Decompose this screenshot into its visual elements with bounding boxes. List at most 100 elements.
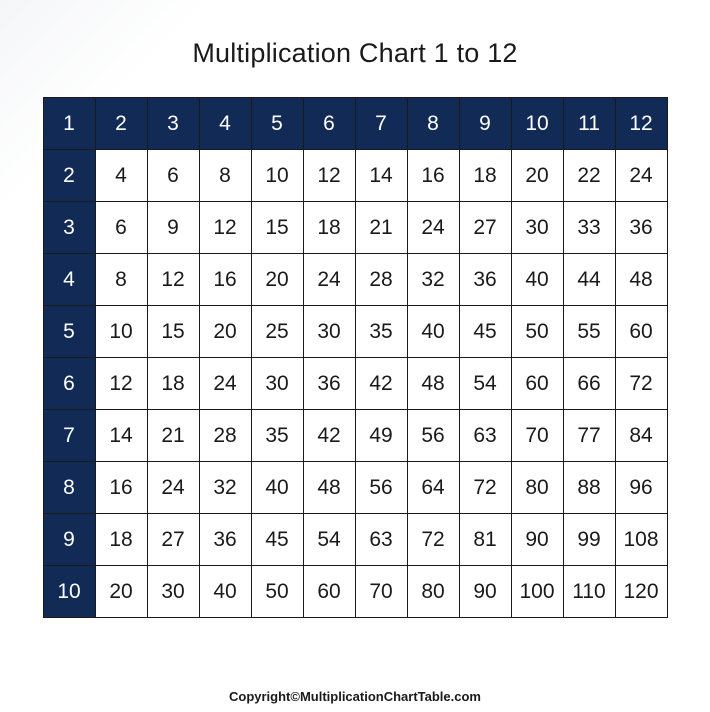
table-cell: 32: [407, 254, 459, 306]
row-header: 8: [43, 462, 95, 514]
col-header: 7: [355, 98, 407, 150]
table-cell: 30: [147, 566, 199, 618]
table-cell: 40: [511, 254, 563, 306]
table-cell: 35: [251, 410, 303, 462]
table-cell: 12: [199, 202, 251, 254]
table-cell: 30: [511, 202, 563, 254]
table-cell: 84: [615, 410, 667, 462]
table-cell: 63: [459, 410, 511, 462]
col-header: 4: [199, 98, 251, 150]
col-header: 2: [95, 98, 147, 150]
table-cell: 49: [355, 410, 407, 462]
table-cell: 20: [251, 254, 303, 306]
table-cell: 72: [407, 514, 459, 566]
table-cell: 15: [251, 202, 303, 254]
table-cell: 10: [251, 150, 303, 202]
row-header: 4: [43, 254, 95, 306]
table-cell: 60: [511, 358, 563, 410]
copyright-text: Copyright©MultiplicationChartTable.com: [0, 689, 710, 704]
table-cell: 28: [355, 254, 407, 306]
table-cell: 28: [199, 410, 251, 462]
col-header: 3: [147, 98, 199, 150]
table-cell: 32: [199, 462, 251, 514]
table-cell: 25: [251, 306, 303, 358]
table-cell: 24: [147, 462, 199, 514]
table-cell: 20: [95, 566, 147, 618]
row-header: 9: [43, 514, 95, 566]
table-cell: 88: [563, 462, 615, 514]
table-cell: 110: [563, 566, 615, 618]
table-cell: 64: [407, 462, 459, 514]
table-cell: 96: [615, 462, 667, 514]
row-header: 3: [43, 202, 95, 254]
table-cell: 55: [563, 306, 615, 358]
table-cell: 24: [615, 150, 667, 202]
table-cell: 24: [407, 202, 459, 254]
table-cell: 72: [615, 358, 667, 410]
table-cell: 90: [511, 514, 563, 566]
col-header: 9: [459, 98, 511, 150]
table-cell: 72: [459, 462, 511, 514]
table-cell: 48: [303, 462, 355, 514]
table-cell: 24: [303, 254, 355, 306]
col-header: 12: [615, 98, 667, 150]
table-cell: 56: [407, 410, 459, 462]
col-header: 6: [303, 98, 355, 150]
table-cell: 18: [459, 150, 511, 202]
table-cell: 50: [511, 306, 563, 358]
table-cell: 6: [147, 150, 199, 202]
table-cell: 81: [459, 514, 511, 566]
table-cell: 16: [199, 254, 251, 306]
table-cell: 14: [95, 410, 147, 462]
table-cell: 6: [95, 202, 147, 254]
table-cell: 70: [355, 566, 407, 618]
table-cell: 40: [251, 462, 303, 514]
table-cell: 54: [303, 514, 355, 566]
table-cell: 36: [199, 514, 251, 566]
table-cell: 40: [199, 566, 251, 618]
table-cell: 12: [95, 358, 147, 410]
table-cell: 36: [303, 358, 355, 410]
table-cell: 66: [563, 358, 615, 410]
table-cell: 70: [511, 410, 563, 462]
col-header: 5: [251, 98, 303, 150]
row-header: 2: [43, 150, 95, 202]
table-cell: 90: [459, 566, 511, 618]
table-cell: 48: [407, 358, 459, 410]
table-cell: 99: [563, 514, 615, 566]
col-header: 8: [407, 98, 459, 150]
table-cell: 77: [563, 410, 615, 462]
table-cell: 80: [407, 566, 459, 618]
table-cell: 44: [563, 254, 615, 306]
table-cell: 120: [615, 566, 667, 618]
table-cell: 12: [303, 150, 355, 202]
table-cell: 4: [95, 150, 147, 202]
table-cell: 60: [615, 306, 667, 358]
table-cell: 27: [147, 514, 199, 566]
table-cell: 18: [147, 358, 199, 410]
table-cell: 108: [615, 514, 667, 566]
table-cell: 42: [303, 410, 355, 462]
multiplication-table: 1234567891011122468101214161820222436912…: [43, 97, 668, 618]
table-cell: 21: [355, 202, 407, 254]
table-cell: 33: [563, 202, 615, 254]
table-cell: 8: [95, 254, 147, 306]
table-cell: 27: [459, 202, 511, 254]
table-cell: 35: [355, 306, 407, 358]
table-cell: 18: [303, 202, 355, 254]
table-cell: 45: [251, 514, 303, 566]
table-cell: 16: [95, 462, 147, 514]
table-cell: 60: [303, 566, 355, 618]
table-cell: 22: [563, 150, 615, 202]
row-header: 7: [43, 410, 95, 462]
table-cell: 45: [459, 306, 511, 358]
table-cell: 14: [355, 150, 407, 202]
table-cell: 54: [459, 358, 511, 410]
table-cell: 40: [407, 306, 459, 358]
table-cell: 30: [303, 306, 355, 358]
table-cell: 15: [147, 306, 199, 358]
table-cell: 20: [199, 306, 251, 358]
table-cell: 8: [199, 150, 251, 202]
table-cell: 36: [615, 202, 667, 254]
chart-title: Multiplication Chart 1 to 12: [192, 38, 517, 69]
